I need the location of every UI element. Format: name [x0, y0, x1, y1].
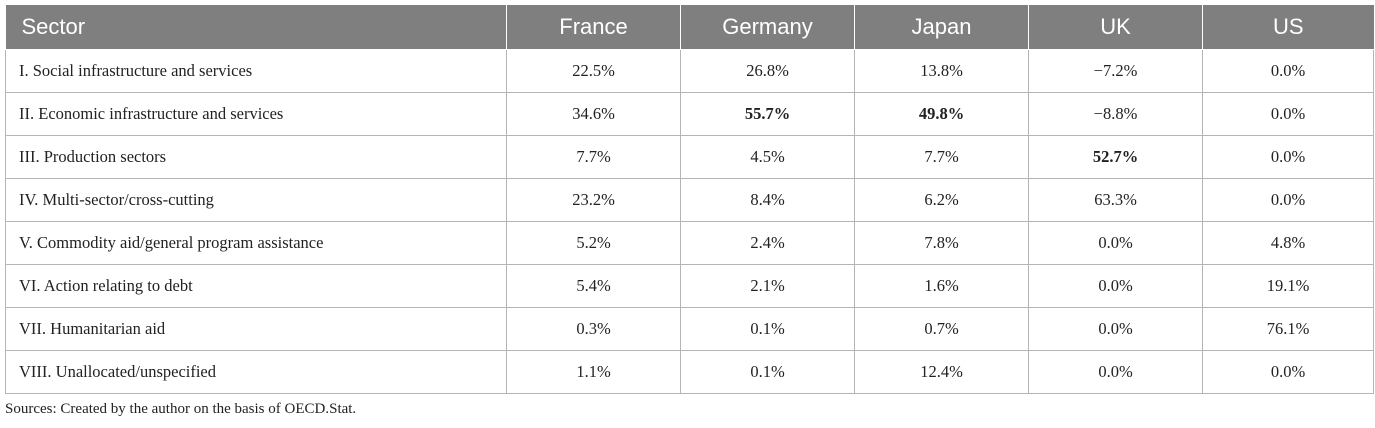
value-cell-france: 23.2% [506, 178, 681, 222]
value-cell-uk: 52.7% [1028, 135, 1203, 179]
sector-cell: VII. Humanitarian aid [5, 307, 507, 351]
value-cell-germany: 2.4% [680, 221, 855, 265]
sector-cell: VIII. Unallocated/unspecified [5, 350, 507, 394]
header-row: Sector France Germany Japan UK US [5, 5, 1374, 50]
source-note: Sources: Created by the author on the ba… [5, 401, 357, 417]
value-cell-uk: −8.8% [1028, 92, 1203, 136]
value-cell-france: 7.7% [506, 135, 681, 179]
value-cell-france: 1.1% [506, 350, 681, 394]
value-cell-uk: 0.0% [1028, 221, 1203, 265]
sector-share-table: Sector France Germany Japan UK US I. Soc… [5, 5, 1374, 394]
table-row: VI. Action relating to debt 5.4% 2.1% 1.… [5, 264, 1374, 308]
value-cell-japan: 0.7% [854, 307, 1029, 351]
table-row: III. Production sectors 7.7% 4.5% 7.7% 5… [5, 135, 1374, 179]
value-cell-japan: 7.7% [854, 135, 1029, 179]
value-cell-us: 0.0% [1202, 92, 1374, 136]
value-cell-japan: 49.8% [854, 92, 1029, 136]
value-cell-germany: 4.5% [680, 135, 855, 179]
column-header-sector: Sector [5, 5, 507, 50]
value-cell-germany: 0.1% [680, 350, 855, 394]
value-cell-france: 22.5% [506, 49, 681, 93]
table-row: VIII. Unallocated/unspecified 1.1% 0.1% … [5, 350, 1374, 394]
value-cell-us: 76.1% [1202, 307, 1374, 351]
value-cell-us: 0.0% [1202, 49, 1374, 93]
value-cell-us: 4.8% [1202, 221, 1374, 265]
value-cell-germany: 0.1% [680, 307, 855, 351]
column-header-france: France [506, 5, 681, 50]
value-cell-france: 5.2% [506, 221, 681, 265]
value-cell-uk: 0.0% [1028, 307, 1203, 351]
value-cell-uk: 0.0% [1028, 264, 1203, 308]
sector-cell: I. Social infrastructure and services [5, 49, 507, 93]
column-header-uk: UK [1028, 5, 1203, 50]
table-row: IV. Multi-sector/cross-cutting 23.2% 8.4… [5, 178, 1374, 222]
value-cell-japan: 12.4% [854, 350, 1029, 394]
value-cell-us: 0.0% [1202, 135, 1374, 179]
value-cell-germany: 2.1% [680, 264, 855, 308]
value-cell-germany: 8.4% [680, 178, 855, 222]
column-header-us: US [1202, 5, 1374, 50]
value-cell-japan: 6.2% [854, 178, 1029, 222]
sector-cell: III. Production sectors [5, 135, 507, 179]
value-cell-france: 5.4% [506, 264, 681, 308]
value-cell-uk: 0.0% [1028, 350, 1203, 394]
value-cell-japan: 13.8% [854, 49, 1029, 93]
value-cell-germany: 26.8% [680, 49, 855, 93]
table-header: Sector France Germany Japan UK US [5, 5, 1374, 50]
table-body: I. Social infrastructure and services 22… [5, 49, 1374, 394]
column-header-japan: Japan [854, 5, 1029, 50]
sector-cell: II. Economic infrastructure and services [5, 92, 507, 136]
table-row: II. Economic infrastructure and services… [5, 92, 1374, 136]
value-cell-japan: 1.6% [854, 264, 1029, 308]
sector-cell: V. Commodity aid/general program assista… [5, 221, 507, 265]
table-row: V. Commodity aid/general program assista… [5, 221, 1374, 265]
value-cell-japan: 7.8% [854, 221, 1029, 265]
value-cell-uk: 63.3% [1028, 178, 1203, 222]
value-cell-france: 34.6% [506, 92, 681, 136]
column-header-germany: Germany [680, 5, 855, 50]
table-row: VII. Humanitarian aid 0.3% 0.1% 0.7% 0.0… [5, 307, 1374, 351]
sector-cell: IV. Multi-sector/cross-cutting [5, 178, 507, 222]
value-cell-germany: 55.7% [680, 92, 855, 136]
value-cell-us: 0.0% [1202, 178, 1374, 222]
value-cell-france: 0.3% [506, 307, 681, 351]
value-cell-us: 0.0% [1202, 350, 1374, 394]
value-cell-us: 19.1% [1202, 264, 1374, 308]
table-row: I. Social infrastructure and services 22… [5, 49, 1374, 93]
sector-cell: VI. Action relating to debt [5, 264, 507, 308]
value-cell-uk: −7.2% [1028, 49, 1203, 93]
